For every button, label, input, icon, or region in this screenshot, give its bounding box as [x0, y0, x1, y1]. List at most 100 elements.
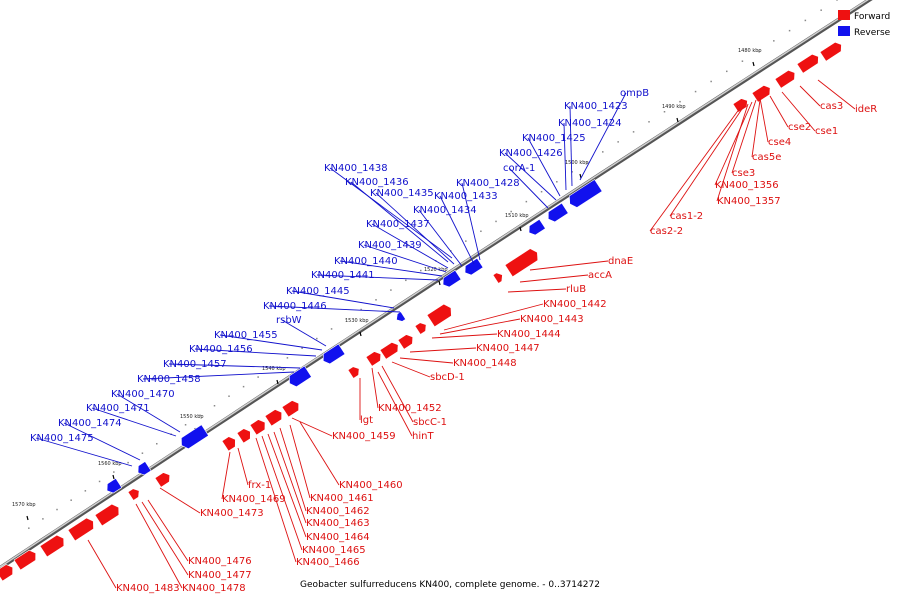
- reverse-gene[interactable]: [104, 477, 123, 495]
- leader-line: [399, 357, 454, 364]
- reverse-gene[interactable]: [462, 257, 484, 277]
- reverse-gene[interactable]: [526, 218, 546, 237]
- leader-line: [716, 103, 749, 202]
- leader-line: [769, 95, 789, 128]
- forward-gene[interactable]: [67, 516, 97, 542]
- forward-gene[interactable]: [347, 365, 362, 379]
- scale-tick-label: 1540 kbp: [262, 366, 286, 372]
- gene-label: cas5e: [752, 152, 781, 163]
- leader-line: [255, 437, 297, 563]
- leader-line: [759, 97, 769, 143]
- gene-label: dnaE: [608, 256, 633, 267]
- track-dot: [242, 385, 245, 388]
- forward-gene[interactable]: [397, 332, 416, 350]
- leader-line: [781, 91, 816, 132]
- forward-gene[interactable]: [154, 470, 173, 488]
- leader-line: [316, 274, 439, 281]
- forward-gene[interactable]: [379, 340, 401, 360]
- leader-line: [116, 393, 181, 433]
- reverse-gene[interactable]: [440, 269, 462, 289]
- forward-swatch: [838, 10, 850, 20]
- forward-gene[interactable]: [819, 40, 844, 62]
- forward-gene[interactable]: [504, 246, 541, 278]
- track-dot: [28, 527, 30, 529]
- forward-gene[interactable]: [264, 407, 285, 427]
- leader-line: [289, 424, 311, 499]
- track-dot: [184, 424, 187, 426]
- gene-label: ideR: [855, 104, 877, 115]
- gene-label: accA: [588, 270, 612, 281]
- scale-ticks: 1480 kbp 1490 kbp 1500 kbp 1510 kbp 1520 kbp…: [12, 0, 838, 529]
- scale-tick-mark: [438, 280, 441, 286]
- track-dot: [663, 111, 666, 113]
- gene-label: KN400_1452: [378, 403, 442, 414]
- forward-gene[interactable]: [365, 349, 384, 367]
- track-dot: [257, 376, 259, 378]
- gene-label: KN400_1458: [137, 374, 201, 385]
- leader-line: [168, 363, 301, 369]
- leader-line: [194, 348, 317, 357]
- gene-label: KN400_1356: [715, 180, 779, 191]
- forward-gene[interactable]: [249, 417, 268, 436]
- reverse-gene[interactable]: [320, 343, 346, 366]
- forward-gene[interactable]: [751, 83, 773, 103]
- gene-label: rsbW: [276, 315, 302, 326]
- gene-label: KN400_1436: [345, 177, 409, 188]
- leader-line: [714, 101, 753, 186]
- gene-label: KN400_1443: [520, 314, 584, 325]
- scale-tick-label: 1550 kbp: [180, 414, 204, 420]
- leader-line: [508, 167, 549, 209]
- leader-line: [329, 167, 453, 259]
- leader-line: [529, 260, 609, 271]
- gene-label: KN400_1461: [310, 493, 374, 504]
- reverse-gene[interactable]: [566, 179, 603, 209]
- scale-tick-mark: [752, 61, 755, 67]
- forward-gene[interactable]: [492, 271, 505, 284]
- leader-line: [135, 503, 183, 589]
- gene-label: ompB: [620, 88, 649, 99]
- reverse-gene[interactable]: [545, 202, 569, 224]
- track-dot: [213, 405, 216, 407]
- forward-gene[interactable]: [796, 52, 821, 74]
- track-dot: [741, 60, 744, 62]
- gene-label: KN400_1442: [543, 299, 607, 310]
- forward-gene[interactable]: [774, 68, 798, 89]
- track-dot: [495, 220, 497, 223]
- gene-label: rluB: [566, 284, 586, 295]
- forward-gene[interactable]: [13, 548, 39, 571]
- leader-line: [237, 447, 249, 486]
- track-dot: [632, 131, 635, 133]
- forward-gene[interactable]: [39, 533, 67, 558]
- forward-gene[interactable]: [0, 562, 16, 582]
- reverse-gene[interactable]: [394, 311, 407, 324]
- scale-tick-mark: [579, 173, 582, 179]
- leader-line: [563, 122, 567, 191]
- forward-gene[interactable]: [426, 302, 455, 328]
- leader-line: [377, 371, 413, 437]
- leader-line: [142, 371, 295, 380]
- forward-gene[interactable]: [281, 398, 302, 418]
- leader-line: [527, 137, 561, 197]
- forward-gene[interactable]: [414, 321, 429, 335]
- leader-line: [279, 427, 307, 512]
- gene-labels: ideR cas3 cse1 cse2 cse4 cse3 cas5e KN400_1356 K…: [30, 88, 877, 594]
- forward-gene[interactable]: [221, 434, 239, 452]
- reverse-gene[interactable]: [178, 424, 209, 451]
- gene-label: KN400_1447: [476, 343, 540, 354]
- reverse-gene[interactable]: [135, 461, 152, 477]
- leader-line: [219, 334, 323, 351]
- forward-gene[interactable]: [94, 502, 122, 527]
- gene-features: [0, 40, 844, 582]
- track-dot: [228, 395, 230, 397]
- forward-gene[interactable]: [127, 487, 142, 501]
- forward-gene[interactable]: [236, 426, 254, 444]
- scale-tick-label: 1570 kbp: [12, 502, 36, 508]
- reverse-gene[interactable]: [286, 365, 312, 389]
- track-dot: [820, 9, 822, 11]
- track-dot: [420, 269, 422, 272]
- track-dot: [694, 90, 697, 93]
- gene-label: lgt: [360, 415, 373, 426]
- leader-line: [268, 305, 401, 313]
- leader-line: [299, 421, 340, 486]
- gene-label: KN400_1469: [222, 494, 286, 505]
